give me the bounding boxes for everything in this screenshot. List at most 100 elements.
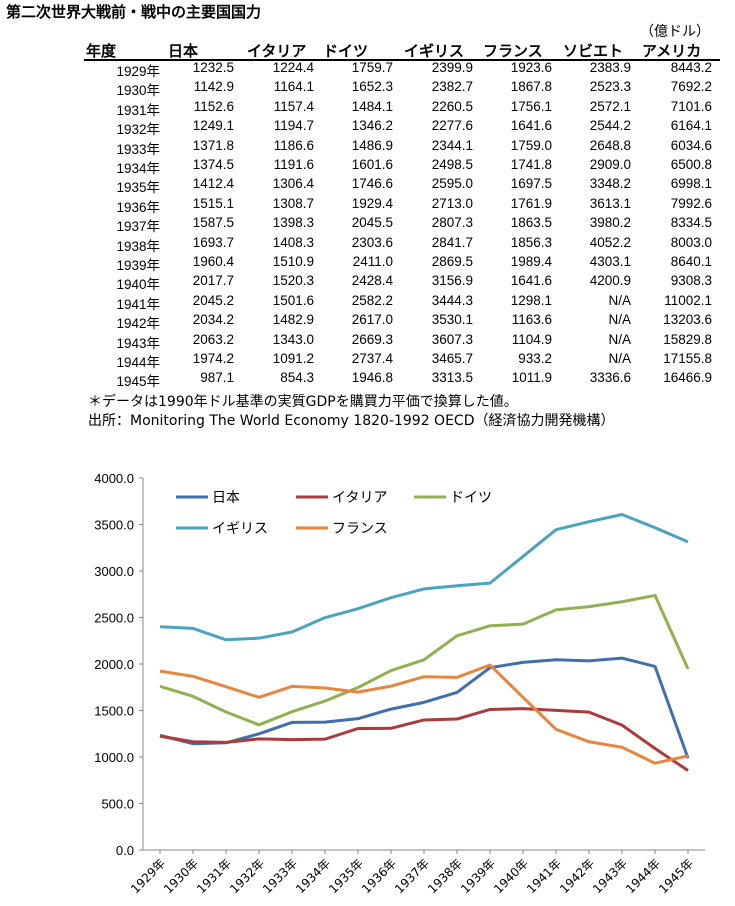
value-cell: 6998.1: [670, 176, 712, 192]
value-cell: 1104.9: [511, 331, 552, 347]
year-cell: 1937年: [116, 219, 160, 235]
y-tick-label: 1000.0: [94, 750, 134, 765]
y-tick-label: 2500.0: [94, 611, 134, 626]
x-tick-label: 1931年: [194, 856, 234, 896]
value-cell: 1484.1: [351, 98, 393, 114]
value-cell: 17155.8: [663, 351, 712, 366]
value-cell: 8003.0: [670, 234, 712, 250]
value-cell: 1759.7: [351, 60, 393, 75]
x-tick-label: 1935年: [326, 856, 366, 896]
value-cell: 1142.9: [193, 79, 234, 95]
page-title: 第二次世界大戦前・戦中の主要国国力: [6, 3, 262, 21]
value-cell: 1346.2: [351, 118, 393, 134]
value-cell: 1308.7: [272, 195, 314, 211]
value-cell: 1641.6: [510, 118, 552, 134]
x-tick-label: 1945年: [656, 856, 696, 896]
x-tick-label: 1941年: [524, 856, 564, 896]
column-header: イギリス: [404, 42, 465, 60]
value-cell: 1863.5: [510, 215, 552, 231]
value-cell: 1157.4: [273, 98, 314, 114]
value-cell: 1011.9: [511, 370, 552, 386]
value-cell: 8640.1: [670, 254, 712, 269]
column-header: ドイツ: [323, 42, 369, 60]
value-cell: 3613.1: [589, 195, 631, 211]
year-cell: 1941年: [116, 296, 160, 312]
y-tick-label: 0.0: [116, 843, 134, 858]
value-cell: 2382.7: [431, 79, 473, 95]
value-cell: 1224.4: [272, 60, 314, 75]
year-cell: 1945年: [116, 374, 160, 390]
value-cell: N/A: [608, 331, 631, 347]
value-cell: 1761.9: [510, 195, 552, 211]
value-cell: 1974.2: [192, 351, 234, 366]
year-cell: 1935年: [116, 180, 160, 196]
legend-label: 日本: [212, 490, 240, 506]
value-cell: 1408.3: [272, 234, 314, 250]
value-cell: N/A: [608, 292, 631, 308]
value-cell: 2045.2: [192, 292, 234, 308]
value-cell: 1163.6: [511, 312, 552, 328]
value-cell: 2582.2: [351, 292, 393, 308]
value-cell: 1164.1: [273, 79, 314, 95]
value-cell: 3530.1: [431, 312, 473, 328]
value-cell: 1697.5: [510, 176, 552, 192]
value-cell: 1482.9: [272, 312, 314, 328]
year-cell: 1939年: [116, 258, 160, 273]
value-cell: 2344.1: [431, 137, 473, 153]
value-cell: 1412.4: [192, 176, 234, 192]
value-cell: 1249.1: [192, 118, 234, 134]
value-cell: 1946.8: [351, 370, 393, 386]
value-cell: N/A: [608, 312, 631, 328]
year-cell: 1934年: [116, 161, 160, 176]
value-cell: 1374.5: [192, 157, 234, 172]
column-header: イタリア: [247, 42, 307, 60]
value-cell: 1343.0: [272, 331, 314, 347]
value-cell: 2383.9: [589, 60, 631, 75]
x-tick-label: 1940年: [491, 856, 531, 896]
value-cell: 15829.8: [663, 331, 712, 347]
value-cell: 1601.6: [351, 157, 393, 172]
value-cell: 3444.3: [431, 292, 473, 308]
x-tick-label: 1943年: [590, 856, 630, 896]
x-tick-label: 1942年: [557, 856, 597, 896]
series-line-2: [159, 593, 690, 727]
y-tick-label: 500.0: [101, 797, 134, 812]
value-cell: 987.1: [200, 370, 234, 386]
value-cell: 8334.5: [670, 215, 712, 231]
source-note: 出所：Monitoring The World Economy 1820-199…: [88, 413, 615, 429]
column-header: フランス: [483, 42, 543, 60]
value-cell: 2648.8: [589, 137, 631, 153]
unit-label: （億ドル）: [640, 24, 710, 40]
value-cell: 1587.5: [192, 215, 234, 231]
value-cell: 1515.1: [192, 195, 234, 211]
year-cell: 1942年: [116, 316, 160, 332]
value-cell: 1652.3: [351, 79, 393, 95]
value-cell: N/A: [608, 351, 631, 366]
year-cell: 1944年: [116, 355, 160, 370]
value-cell: 1186.6: [273, 137, 314, 153]
value-cell: 1194.7: [273, 118, 314, 134]
value-cell: 8443.2: [670, 60, 712, 75]
column-header: アメリカ: [642, 42, 702, 60]
value-cell: 3313.5: [431, 370, 473, 386]
value-cell: 1232.5: [192, 60, 234, 75]
value-cell: 3348.2: [589, 176, 631, 192]
value-cell: 3336.6: [589, 370, 631, 386]
value-cell: 16466.9: [663, 370, 712, 386]
value-cell: 933.2: [518, 351, 552, 366]
value-cell: 2260.5: [431, 98, 473, 114]
x-tick-label: 1944年: [623, 856, 663, 896]
x-tick-label: 1939年: [458, 856, 498, 896]
value-cell: 2303.6: [351, 234, 393, 250]
column-header: 年度: [86, 42, 117, 60]
x-tick-label: 1933年: [260, 856, 300, 896]
y-tick-label: 3500.0: [94, 518, 134, 533]
value-cell: 2063.2: [192, 331, 234, 347]
value-cell: 4303.1: [589, 254, 631, 269]
value-cell: 2523.3: [589, 79, 631, 95]
value-cell: 2595.0: [431, 176, 473, 192]
value-cell: 2544.2: [589, 118, 631, 134]
value-cell: 1306.4: [272, 176, 314, 192]
x-tick-label: 1938年: [425, 856, 465, 896]
